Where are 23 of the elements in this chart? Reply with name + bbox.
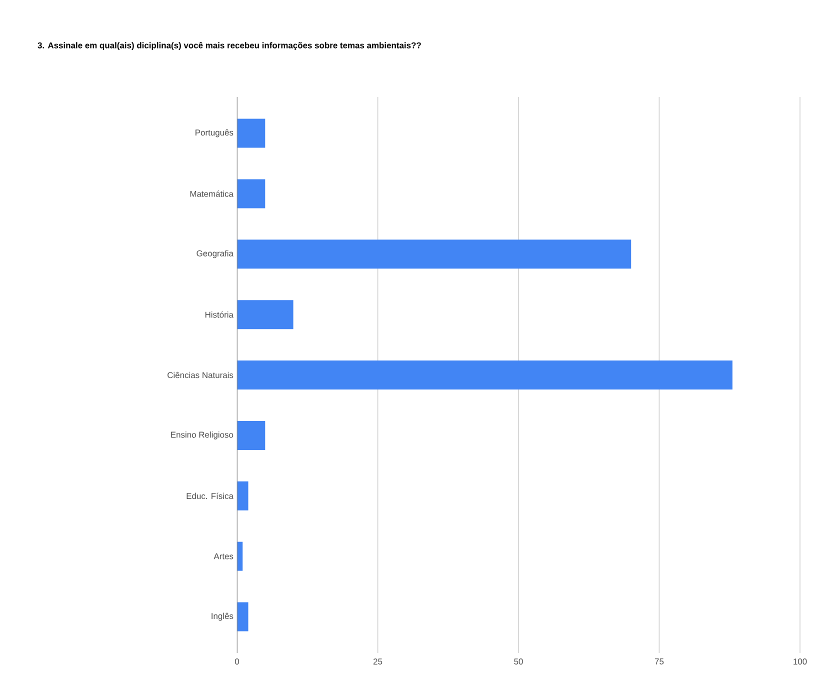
bar: [237, 602, 248, 632]
x-tick-label: 100: [794, 658, 807, 665]
x-tick-label: 0: [234, 658, 240, 665]
y-tick-label: Ensino Religioso: [171, 431, 234, 440]
bar: [237, 300, 294, 330]
bar: [237, 420, 266, 450]
x-tick-label: 50: [514, 658, 523, 665]
chart-title: 3. Assinale em qual(ais) diciplina(s) você mais recebeu informações sobre temas ambientais??: [38, 42, 421, 50]
bar: [237, 481, 248, 510]
bar: [237, 179, 266, 208]
bar: [237, 240, 632, 269]
y-tick-label: História: [205, 311, 234, 318]
y-tick-label: Inglês: [212, 612, 234, 621]
y-tick-label: Artes: [214, 553, 234, 560]
x-tick-label: 75: [654, 658, 664, 664]
bar: [237, 118, 266, 148]
bar: [237, 360, 732, 390]
y-tick-label: Geografia: [196, 250, 234, 258]
y-tick-label: Ciências Naturais: [168, 372, 234, 378]
x-tick-label: 25: [373, 658, 382, 665]
y-tick-label: Português: [196, 129, 234, 138]
y-tick-label: Educ. Física: [186, 492, 234, 500]
y-tick-label: Matemática: [190, 190, 234, 197]
